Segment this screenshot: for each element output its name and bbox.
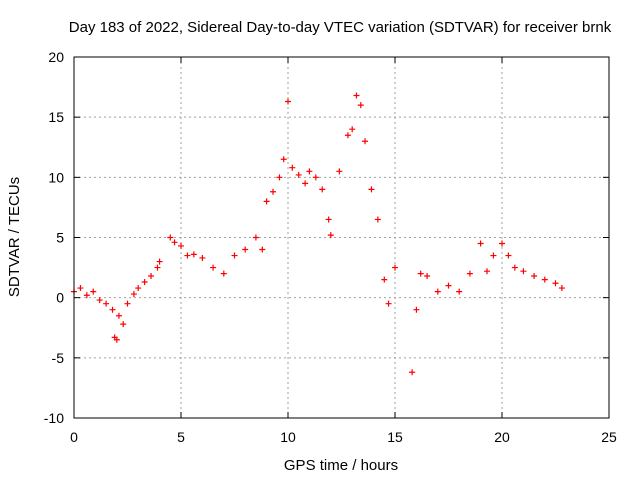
data-point — [327, 232, 334, 239]
data-point — [154, 264, 161, 271]
data-point — [96, 297, 103, 304]
data-point — [210, 264, 217, 271]
data-point — [135, 285, 142, 292]
data-point — [368, 186, 375, 193]
data-point — [424, 273, 431, 280]
data-point — [490, 252, 497, 259]
x-axis-label: GPS time / hours — [284, 457, 398, 474]
x-tick-label: 5 — [177, 429, 185, 445]
x-tick-label: 15 — [387, 429, 403, 445]
data-point — [344, 132, 351, 139]
x-tick-label: 20 — [494, 429, 510, 445]
data-point — [141, 279, 148, 286]
data-point — [336, 168, 343, 175]
data-point — [90, 288, 97, 295]
y-tick-label: 0 — [56, 290, 64, 306]
y-tick-label: -5 — [52, 350, 65, 366]
data-point — [558, 285, 565, 292]
data-point — [319, 186, 326, 193]
data-point — [295, 171, 302, 178]
data-point — [276, 174, 283, 181]
data-point — [171, 239, 178, 246]
data-point — [252, 234, 259, 241]
data-point — [511, 264, 518, 271]
x-tick-label: 25 — [601, 429, 617, 445]
data-point — [263, 198, 270, 205]
data-point — [374, 216, 381, 223]
data-point — [477, 240, 484, 247]
data-point — [434, 288, 441, 295]
data-point — [466, 270, 473, 277]
data-point — [130, 291, 137, 298]
gridlines — [74, 57, 609, 418]
data-point — [353, 92, 360, 99]
data-point — [445, 282, 452, 289]
data-point — [120, 321, 127, 328]
data-point — [531, 273, 538, 280]
data-point — [231, 252, 238, 259]
y-tick-label: -10 — [44, 410, 64, 426]
data-point — [109, 306, 116, 313]
data-point — [148, 273, 155, 280]
y-tick-label: 15 — [48, 109, 64, 125]
data-point — [289, 164, 296, 171]
data-point — [199, 254, 206, 261]
data-point — [270, 188, 277, 195]
data-point — [178, 242, 184, 249]
data-point — [349, 126, 356, 133]
chart-title: Day 183 of 2022, Sidereal Day-to-day VTE… — [69, 19, 612, 36]
data-points — [71, 92, 565, 376]
data-point — [306, 168, 313, 175]
data-point — [362, 138, 369, 145]
y-axis-label: SDTVAR / TECUs — [6, 177, 23, 297]
data-point — [409, 369, 416, 376]
data-point — [552, 280, 559, 287]
data-point — [124, 300, 131, 307]
data-point — [184, 252, 191, 259]
data-point — [103, 300, 110, 307]
y-tick-label: 10 — [48, 169, 64, 185]
data-point — [413, 306, 420, 313]
data-point — [156, 258, 163, 265]
data-point — [505, 252, 512, 259]
data-point — [77, 285, 84, 292]
data-point — [381, 276, 388, 283]
data-point — [312, 174, 319, 181]
axis-ticks: 0 5 10 15 20 25 -10 -5 0 5 10 15 20 — [44, 49, 617, 445]
data-point — [357, 102, 364, 109]
data-point — [83, 292, 90, 299]
data-point — [285, 98, 291, 105]
data-point — [242, 246, 249, 253]
x-tick-label: 10 — [280, 429, 296, 445]
data-point — [220, 270, 227, 277]
data-point — [456, 288, 463, 295]
data-point — [520, 268, 527, 275]
data-point — [167, 234, 174, 241]
data-point — [190, 251, 197, 258]
data-point — [392, 264, 398, 271]
y-tick-label: 5 — [56, 230, 64, 246]
data-point — [385, 300, 392, 307]
data-point — [541, 276, 548, 283]
x-tick-label: 0 — [70, 429, 78, 445]
data-point — [499, 240, 505, 247]
data-point — [259, 246, 266, 253]
data-point — [302, 180, 309, 187]
data-point — [113, 336, 120, 343]
data-point — [115, 312, 122, 319]
data-point — [325, 216, 332, 223]
data-point — [484, 268, 491, 275]
data-point — [280, 156, 287, 163]
y-tick-label: 20 — [48, 49, 64, 65]
data-point — [417, 270, 424, 277]
